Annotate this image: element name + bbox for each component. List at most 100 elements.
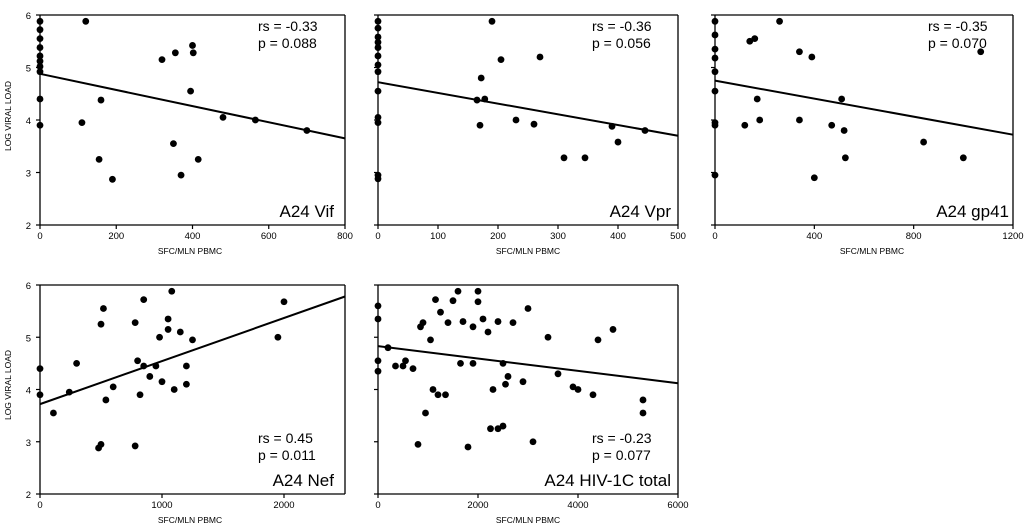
- data-point: [37, 96, 44, 103]
- data-point: [170, 140, 177, 147]
- data-point: [375, 18, 382, 25]
- data-point: [712, 46, 719, 53]
- data-point: [920, 139, 927, 146]
- data-point: [79, 119, 86, 126]
- panel-a24-gp41: A24 gp41 rs = -0.35 p = 0.070 SFC/MLN PB…: [711, 15, 1024, 256]
- data-point: [490, 386, 497, 393]
- data-point: [530, 438, 537, 445]
- x-tick-label: 1000: [151, 500, 172, 511]
- data-point: [375, 44, 382, 51]
- data-point: [437, 309, 444, 316]
- panel-a24-vif: A24 Vif rs = -0.33 p = 0.088 SFC/MLN PBM…: [3, 11, 353, 256]
- data-point: [445, 319, 452, 326]
- p-stat: p = 0.011: [258, 447, 316, 463]
- data-point: [385, 344, 392, 351]
- data-point: [842, 154, 849, 161]
- regression-line: [715, 81, 1013, 135]
- data-point: [375, 25, 382, 32]
- data-point: [190, 49, 197, 56]
- data-point: [102, 397, 109, 404]
- data-point: [470, 323, 477, 330]
- data-point: [430, 386, 437, 393]
- data-point: [460, 318, 467, 325]
- data-point: [375, 303, 382, 310]
- panel-label: A24 Nef: [273, 471, 335, 490]
- data-point: [500, 423, 507, 430]
- data-point: [442, 391, 449, 398]
- data-point: [82, 18, 89, 25]
- panel-label: A24 gp41: [936, 202, 1009, 221]
- data-point: [375, 88, 382, 95]
- data-point: [505, 373, 512, 380]
- p-stat: p = 0.056: [592, 35, 651, 51]
- data-point: [37, 391, 44, 398]
- data-point: [375, 368, 382, 375]
- data-point: [502, 381, 509, 388]
- data-point: [98, 321, 105, 328]
- data-point: [140, 363, 147, 370]
- x-tick-label: 0: [712, 231, 717, 242]
- data-point: [808, 54, 815, 61]
- data-point: [640, 397, 647, 404]
- x-tick-label: 500: [670, 231, 686, 242]
- data-point: [457, 360, 464, 367]
- data-point: [796, 117, 803, 124]
- data-point: [172, 49, 179, 56]
- data-point: [712, 122, 719, 129]
- data-point: [183, 381, 190, 388]
- data-point: [741, 122, 748, 129]
- data-point: [811, 174, 818, 181]
- x-tick-label: 800: [906, 231, 922, 242]
- y-tick-label: 4: [26, 116, 31, 127]
- rs-stat: rs = -0.35: [928, 18, 988, 34]
- data-point: [220, 114, 227, 121]
- rs-stat: rs = -0.33: [258, 18, 318, 34]
- rs-stat: rs = 0.45: [258, 430, 313, 446]
- data-point: [751, 35, 758, 42]
- regression-line: [378, 346, 678, 383]
- y-axis-title: LOG VIRAL LOAD: [3, 350, 13, 420]
- data-point: [477, 122, 484, 129]
- data-point: [590, 391, 597, 398]
- data-point: [756, 117, 763, 124]
- data-point: [402, 357, 409, 364]
- data-point: [375, 68, 382, 75]
- x-axis-title: SFC/MLN PBMC: [840, 246, 904, 256]
- data-point: [134, 357, 141, 364]
- data-point: [481, 96, 488, 103]
- data-point: [513, 117, 520, 124]
- x-tick-label: 0: [37, 500, 42, 511]
- data-point: [168, 288, 175, 295]
- x-tick-label: 100: [430, 231, 446, 242]
- data-point: [796, 48, 803, 55]
- data-point: [375, 316, 382, 323]
- data-point: [609, 123, 616, 130]
- panel-a24-hiv-1c-total: A24 HIV-1C total rs = -0.23 p = 0.077 SF…: [374, 285, 689, 525]
- data-point: [37, 365, 44, 372]
- data-point: [500, 360, 507, 367]
- data-point: [37, 68, 44, 75]
- x-tick-label: 200: [108, 231, 124, 242]
- x-axis-title: SFC/MLN PBMC: [496, 246, 560, 256]
- data-point: [159, 378, 166, 385]
- data-point: [171, 386, 178, 393]
- data-point: [555, 370, 562, 377]
- data-point: [470, 360, 477, 367]
- rs-stat: rs = -0.36: [592, 18, 652, 34]
- y-tick-label: 6: [26, 281, 31, 292]
- panel-label: A24 Vpr: [610, 202, 672, 221]
- data-point: [137, 391, 144, 398]
- data-point: [828, 122, 835, 129]
- data-point: [525, 305, 532, 312]
- data-point: [615, 139, 622, 146]
- data-point: [531, 121, 538, 128]
- p-stat: p = 0.088: [258, 35, 317, 51]
- p-stat: p = 0.070: [928, 35, 987, 51]
- data-point: [712, 172, 719, 179]
- y-tick-label: 2: [26, 221, 31, 232]
- data-point: [110, 383, 117, 390]
- data-point: [510, 319, 517, 326]
- data-point: [520, 378, 527, 385]
- x-tick-label: 0: [375, 231, 380, 242]
